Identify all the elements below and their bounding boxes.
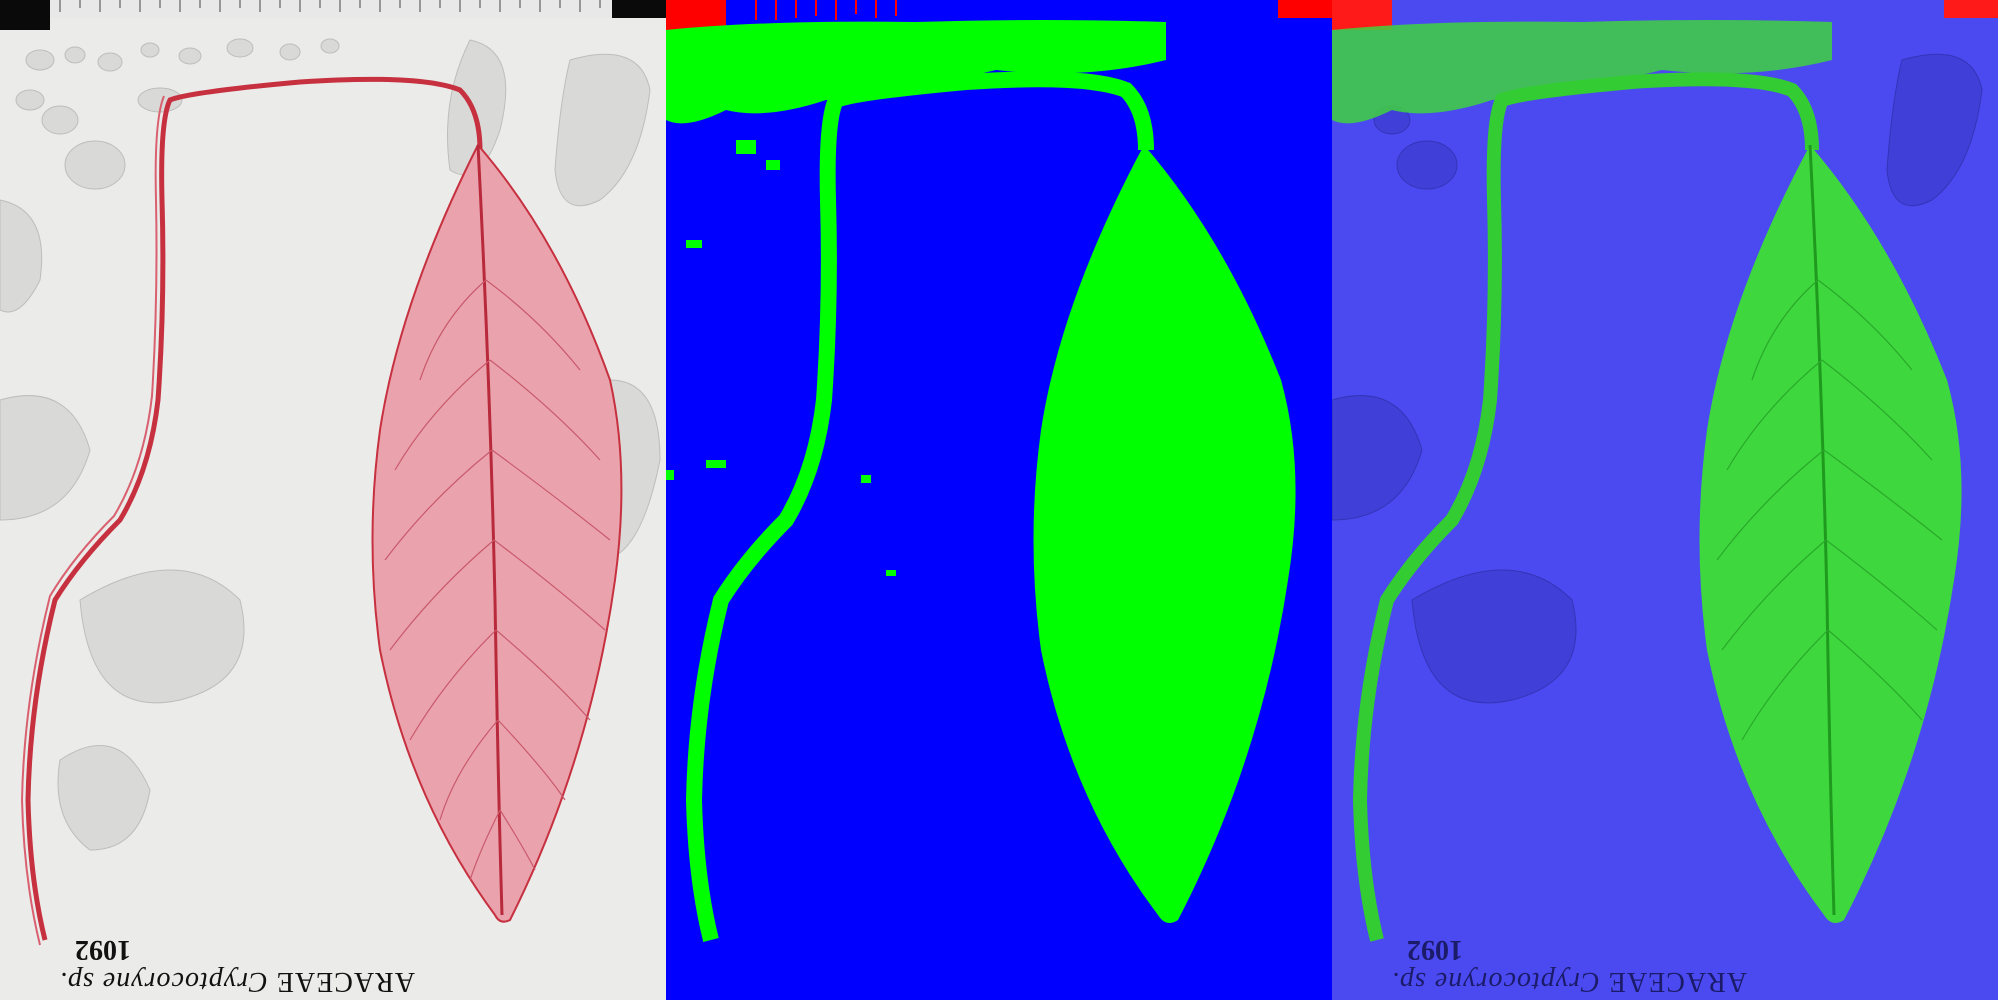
overlay-label-genus: Cryptocoryne <box>1433 966 1600 997</box>
specimen-leaf <box>371 143 623 923</box>
specimen-stem <box>25 76 483 941</box>
label-number: 1092 <box>75 934 131 965</box>
mask-overlay-panel: ARACEAE Cryptocoryne sp. 1092 <box>1332 0 1998 1000</box>
overlay-label-taxon: ARACEAE Cryptocoryne sp. <box>1391 965 1747 997</box>
label-taxon: ARACEAE Cryptocoryne sp. <box>59 965 415 997</box>
overlay-label-species: sp. <box>1390 966 1426 997</box>
mask-overlay-image <box>1332 0 1998 1000</box>
mask-leaf <box>1033 145 1296 924</box>
overlay-label-number: 1092 <box>1407 934 1463 965</box>
original-scan-image <box>0 0 666 1000</box>
segmentation-mask-image <box>666 0 1332 1000</box>
mask-stem <box>685 71 1154 942</box>
overlay-leaf <box>1699 145 1962 924</box>
overlay-label-family: ARACEAE <box>1607 966 1747 997</box>
label-species: sp. <box>58 966 94 997</box>
specimen-label: ARACEAE Cryptocoryne sp. 1092 <box>59 925 415 1000</box>
segmentation-mask-panel <box>666 0 1332 1000</box>
original-scan-panel: ARACEAE Cryptocoryne sp. 1092 <box>0 0 666 1000</box>
overlay-specimen-label: ARACEAE Cryptocoryne sp. 1092 <box>1391 925 1747 1000</box>
ruler-mask <box>666 0 726 30</box>
label-genus: Cryptocoryne <box>101 966 268 997</box>
overlay-stem <box>1352 72 1819 942</box>
label-family: ARACEAE <box>275 966 415 997</box>
